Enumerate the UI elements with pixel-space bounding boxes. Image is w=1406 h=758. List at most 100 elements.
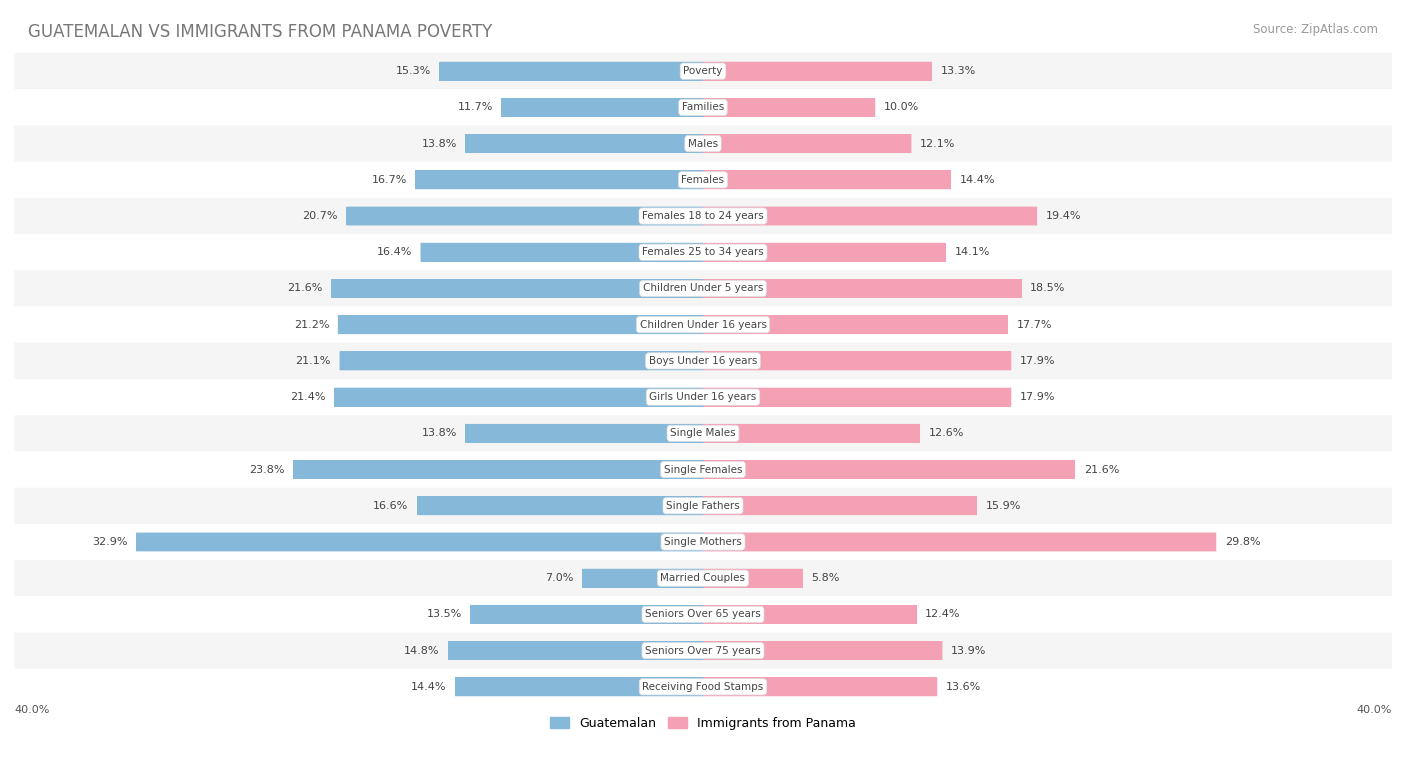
- Bar: [703, 678, 938, 697]
- FancyBboxPatch shape: [14, 198, 1392, 234]
- FancyBboxPatch shape: [14, 597, 1392, 632]
- FancyBboxPatch shape: [14, 234, 1392, 271]
- Bar: [465, 424, 703, 443]
- FancyBboxPatch shape: [337, 315, 703, 334]
- Text: Girls Under 16 years: Girls Under 16 years: [650, 392, 756, 402]
- Text: Children Under 16 years: Children Under 16 years: [640, 320, 766, 330]
- Bar: [415, 171, 703, 190]
- FancyBboxPatch shape: [14, 379, 1392, 415]
- Bar: [703, 171, 950, 190]
- FancyBboxPatch shape: [465, 134, 703, 153]
- FancyBboxPatch shape: [465, 424, 703, 443]
- FancyBboxPatch shape: [440, 61, 703, 80]
- Bar: [418, 496, 703, 515]
- Text: Seniors Over 65 years: Seniors Over 65 years: [645, 609, 761, 619]
- FancyBboxPatch shape: [703, 352, 1011, 371]
- Text: 12.1%: 12.1%: [920, 139, 956, 149]
- Bar: [292, 460, 703, 479]
- Text: Source: ZipAtlas.com: Source: ZipAtlas.com: [1253, 23, 1378, 36]
- Bar: [703, 568, 803, 587]
- Text: 13.9%: 13.9%: [950, 646, 987, 656]
- Bar: [703, 61, 932, 80]
- Bar: [582, 568, 703, 587]
- Text: 40.0%: 40.0%: [1357, 705, 1392, 715]
- Text: Single Males: Single Males: [671, 428, 735, 438]
- Bar: [471, 605, 703, 624]
- Bar: [703, 207, 1038, 225]
- Bar: [703, 243, 946, 262]
- FancyBboxPatch shape: [703, 134, 911, 153]
- Bar: [330, 279, 703, 298]
- FancyBboxPatch shape: [14, 271, 1392, 306]
- Text: 11.7%: 11.7%: [457, 102, 494, 112]
- FancyBboxPatch shape: [703, 171, 950, 190]
- FancyBboxPatch shape: [340, 352, 703, 371]
- FancyBboxPatch shape: [703, 243, 946, 262]
- Text: 21.6%: 21.6%: [287, 283, 322, 293]
- FancyBboxPatch shape: [292, 460, 703, 479]
- Bar: [703, 98, 875, 117]
- Text: 13.8%: 13.8%: [422, 139, 457, 149]
- Bar: [456, 678, 703, 697]
- Text: Females: Females: [682, 175, 724, 185]
- Bar: [703, 496, 977, 515]
- FancyBboxPatch shape: [14, 89, 1392, 126]
- Text: 7.0%: 7.0%: [546, 573, 574, 583]
- Bar: [703, 424, 920, 443]
- FancyBboxPatch shape: [14, 487, 1392, 524]
- FancyBboxPatch shape: [14, 161, 1392, 198]
- Bar: [703, 460, 1076, 479]
- FancyBboxPatch shape: [703, 315, 1008, 334]
- Bar: [502, 98, 703, 117]
- Text: Families: Families: [682, 102, 724, 112]
- Text: Seniors Over 75 years: Seniors Over 75 years: [645, 646, 761, 656]
- Text: 15.9%: 15.9%: [986, 501, 1021, 511]
- Bar: [465, 134, 703, 153]
- FancyBboxPatch shape: [449, 641, 703, 660]
- Text: 16.7%: 16.7%: [371, 175, 406, 185]
- Text: 10.0%: 10.0%: [884, 102, 920, 112]
- Text: 14.4%: 14.4%: [411, 682, 446, 692]
- Bar: [703, 315, 1008, 334]
- Text: Males: Males: [688, 139, 718, 149]
- FancyBboxPatch shape: [703, 605, 917, 624]
- Text: 14.1%: 14.1%: [955, 247, 990, 257]
- FancyBboxPatch shape: [703, 424, 920, 443]
- FancyBboxPatch shape: [136, 533, 703, 551]
- FancyBboxPatch shape: [14, 126, 1392, 161]
- Bar: [136, 533, 703, 551]
- Text: Females 18 to 24 years: Females 18 to 24 years: [643, 211, 763, 221]
- FancyBboxPatch shape: [502, 98, 703, 117]
- Text: 23.8%: 23.8%: [249, 465, 284, 475]
- Text: Single Females: Single Females: [664, 465, 742, 475]
- FancyBboxPatch shape: [703, 460, 1076, 479]
- Bar: [449, 641, 703, 660]
- Bar: [340, 352, 703, 371]
- Text: 16.4%: 16.4%: [377, 247, 412, 257]
- FancyBboxPatch shape: [703, 279, 1022, 298]
- FancyBboxPatch shape: [14, 452, 1392, 487]
- Text: 20.7%: 20.7%: [302, 211, 337, 221]
- Text: 17.9%: 17.9%: [1019, 392, 1056, 402]
- Text: Married Couples: Married Couples: [661, 573, 745, 583]
- FancyBboxPatch shape: [14, 343, 1392, 379]
- Text: 15.3%: 15.3%: [395, 66, 430, 76]
- Text: Single Mothers: Single Mothers: [664, 537, 742, 547]
- Text: 13.6%: 13.6%: [946, 682, 981, 692]
- FancyBboxPatch shape: [703, 533, 1216, 551]
- Text: Females 25 to 34 years: Females 25 to 34 years: [643, 247, 763, 257]
- Text: 5.8%: 5.8%: [811, 573, 839, 583]
- FancyBboxPatch shape: [703, 678, 938, 697]
- Bar: [703, 352, 1011, 371]
- FancyBboxPatch shape: [14, 560, 1392, 597]
- FancyBboxPatch shape: [703, 387, 1011, 406]
- FancyBboxPatch shape: [14, 524, 1392, 560]
- FancyBboxPatch shape: [14, 632, 1392, 669]
- FancyBboxPatch shape: [456, 678, 703, 697]
- Text: 21.6%: 21.6%: [1084, 465, 1119, 475]
- FancyBboxPatch shape: [703, 496, 977, 515]
- Text: 21.4%: 21.4%: [290, 392, 326, 402]
- Text: Poverty: Poverty: [683, 66, 723, 76]
- Text: Boys Under 16 years: Boys Under 16 years: [648, 356, 758, 366]
- Text: 21.2%: 21.2%: [294, 320, 329, 330]
